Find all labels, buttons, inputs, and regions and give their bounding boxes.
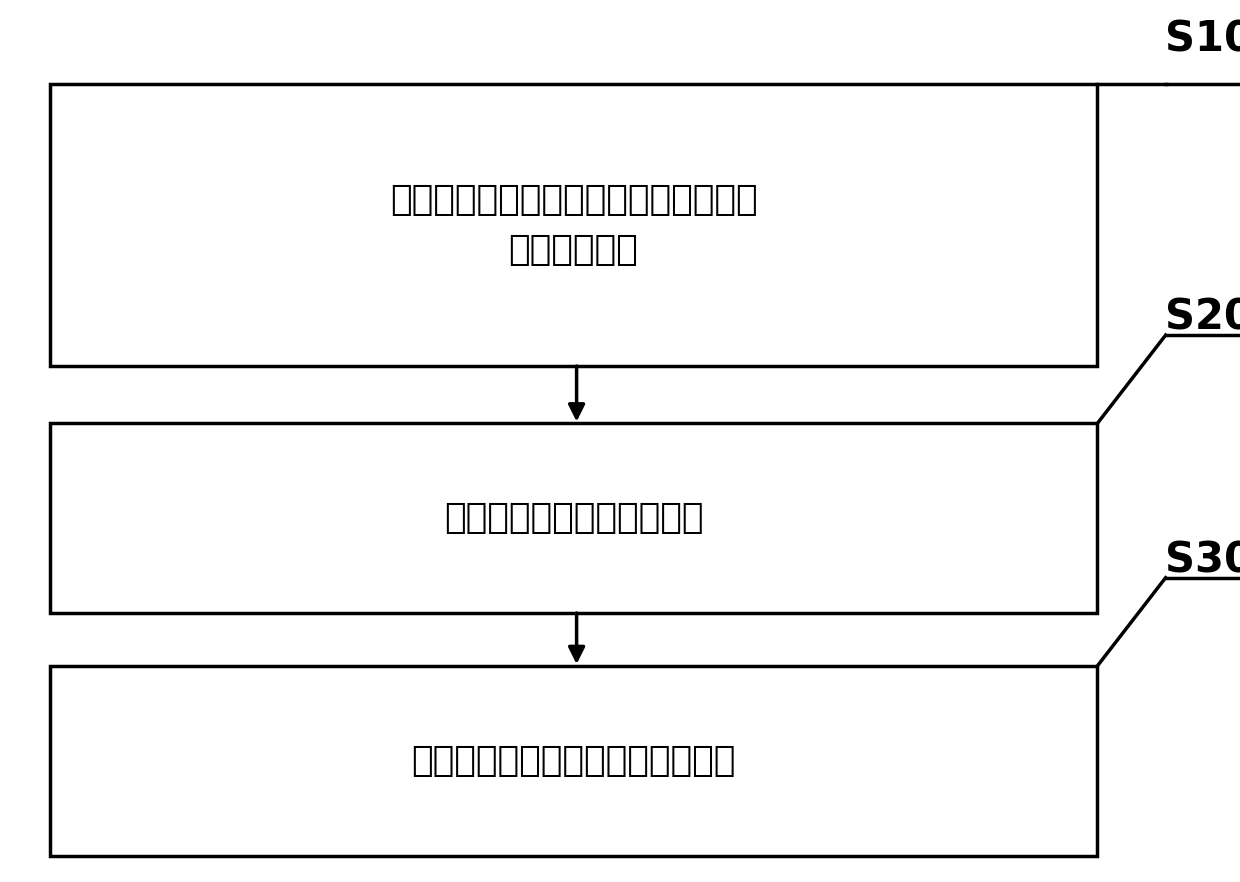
Bar: [50, 666, 1097, 856]
Text: S30: S30: [1166, 539, 1240, 581]
Text: 在半导体基板上形成外延层: 在半导体基板上形成外延层: [444, 501, 703, 535]
Text: S10: S10: [1166, 19, 1240, 61]
Text: 在外延层上形成开口以暴露绝缘层: 在外延层上形成开口以暴露绝缘层: [412, 744, 735, 778]
Bar: [50, 84, 1097, 366]
Bar: [50, 423, 1097, 613]
Text: 在半导体基板上待形成绝缘沟槽的区域
中形成绝缘层: 在半导体基板上待形成绝缘沟槽的区域 中形成绝缘层: [389, 183, 758, 267]
Text: S20: S20: [1166, 296, 1240, 339]
